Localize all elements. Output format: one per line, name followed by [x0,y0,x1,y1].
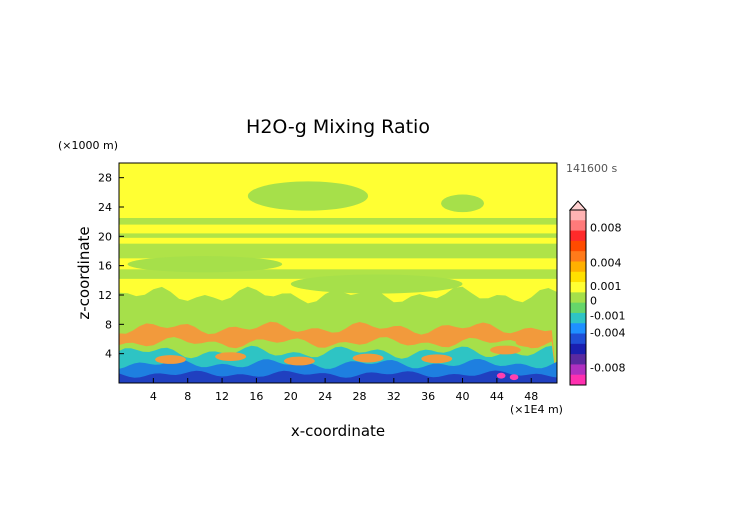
field-blob [509,374,519,381]
colorbar-segment [570,374,586,386]
field-blob [352,353,384,363]
field-blob [515,338,547,348]
x-tick-label: 20 [284,390,298,403]
x-tick-label: 16 [249,390,263,403]
x-axis-label: x-coordinate [291,422,385,440]
colorbar-segment [570,312,586,324]
field-blob [155,355,186,364]
colorbar-label: 0.008 [590,222,622,235]
field-blob [496,372,506,379]
colorbar-extend-arrow [568,200,588,211]
colorbar-segment [570,251,586,262]
x-tick-label: 44 [490,390,504,403]
y-unit-label: (×1000 m) [58,139,118,152]
y-tick-label: 12 [98,289,112,302]
y-tick-label: 4 [105,348,112,361]
y-axis-label: z-coordinate [75,226,93,319]
colorbar-segment [570,354,586,365]
colorbar-segment [570,364,586,376]
field-blob [421,354,453,364]
colorbar-segment [570,261,586,273]
x-tick-label: 12 [215,390,229,403]
field-band [119,218,557,225]
x-axis: 4 8 12 16 20 24 28 32 36 40 44 48 [150,378,538,403]
x-tick-label: 28 [352,390,366,403]
colorbar-segment [570,210,586,221]
x-tick-label: 8 [184,390,191,403]
x-tick-label: 24 [318,390,332,403]
y-tick-label: 28 [98,172,112,185]
colorbar-segment [570,220,586,232]
colorbar-segment [570,302,586,314]
colorbar-segment [570,230,586,242]
field-band [119,243,557,259]
field-blob [490,345,521,355]
colorbar-label: 0.004 [590,257,622,270]
y-tick-label: 16 [98,260,112,273]
colorbar-segment [570,292,586,304]
colorbar-label: 0 [590,295,597,308]
field-blob [290,274,463,294]
plot-frame [118,162,558,384]
colorbar-segment [570,240,586,252]
colorbar-label: 0.001 [590,280,622,293]
x-tick-label: 36 [421,390,435,403]
colorbar-segment [570,323,586,335]
colorbar-segment [570,343,586,355]
x-tick-label: 32 [387,390,401,403]
x-unit-label: (×1E4 m) [510,403,563,416]
y-tick-label: 20 [98,230,112,243]
x-tick-label: 4 [150,390,157,403]
y-tick-label: 24 [98,201,112,214]
colorbar: 0.008 0.004 0.001 0-0.001 -0.004 -0.008 [568,200,625,386]
field-region-dark [119,370,557,383]
mixing-ratio-field [119,163,557,383]
field-blob [247,181,369,211]
colorbar-segment [570,282,586,293]
field-blob [441,194,484,213]
field-band [119,269,557,279]
colorbar-label: -0.004 [590,327,625,340]
colorbar-label: -0.001 [590,309,625,322]
colorbar-segment [570,333,586,345]
x-tick-label: 48 [524,390,538,403]
x-tick-label: 40 [456,390,470,403]
colorbar-frame [569,209,587,386]
chart-title: H2O-g Mixing Ratio [246,116,430,138]
y-axis: 4 8 12 16 20 24 28 [98,172,124,361]
y-tick-label: 8 [105,318,112,331]
field-blob [283,356,315,366]
field-blob [127,256,283,273]
field-blob [215,352,247,361]
colorbar-segment [570,271,586,283]
time-label: 141600 s [566,162,617,175]
colorbar-label: -0.008 [590,362,625,375]
field-band [119,233,557,238]
